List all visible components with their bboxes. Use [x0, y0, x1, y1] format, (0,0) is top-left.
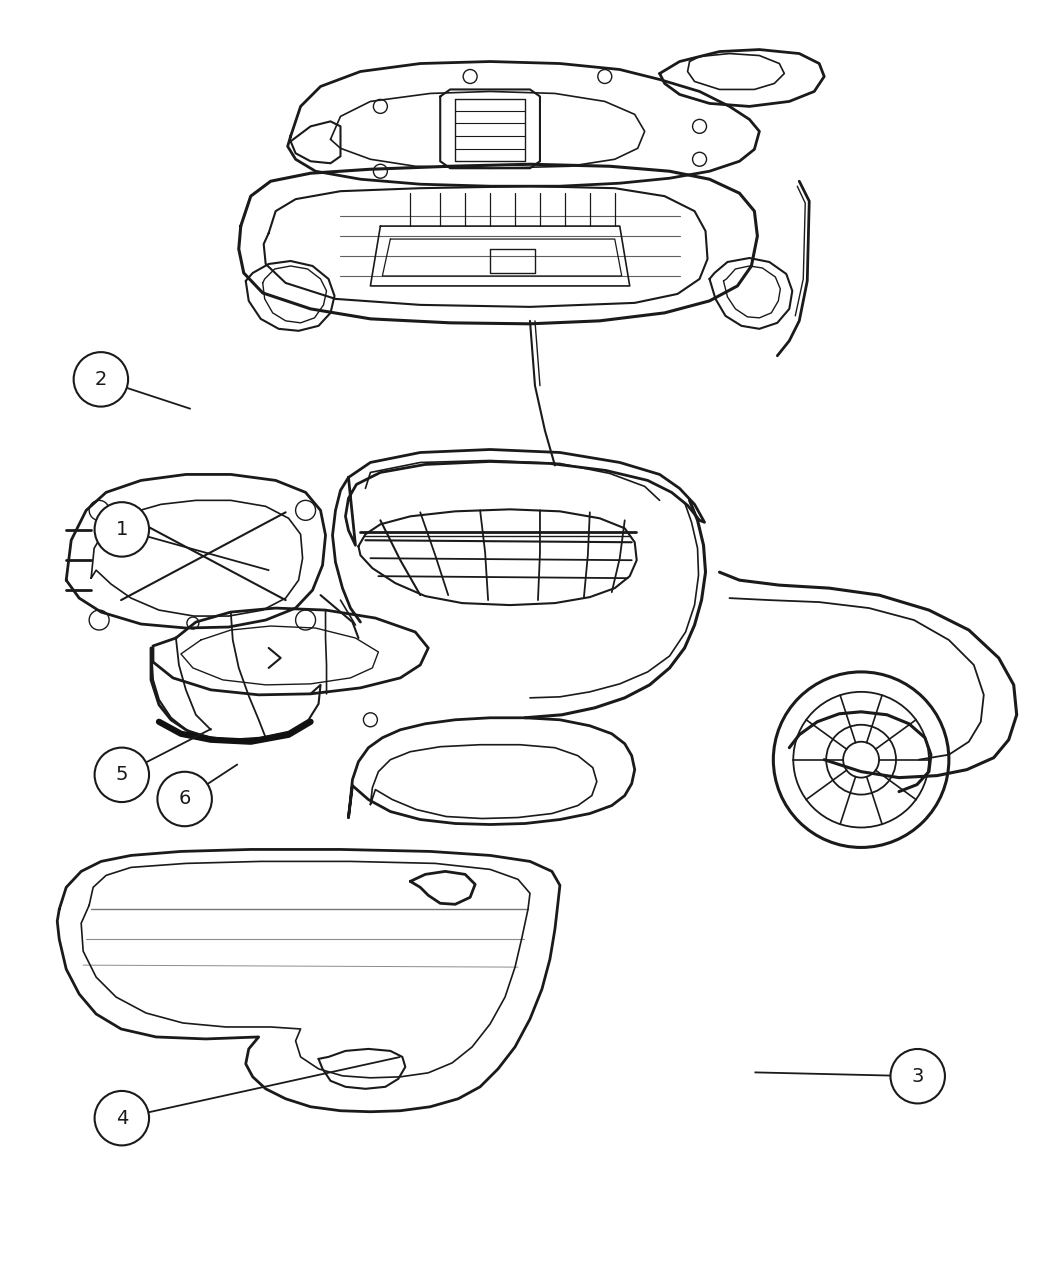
Circle shape	[74, 352, 128, 407]
Circle shape	[890, 1049, 945, 1103]
Circle shape	[94, 1091, 149, 1145]
Circle shape	[94, 747, 149, 802]
Circle shape	[94, 502, 149, 557]
Text: 1: 1	[116, 520, 128, 539]
Text: 4: 4	[116, 1109, 128, 1127]
Text: 6: 6	[178, 789, 191, 808]
Text: 5: 5	[116, 765, 128, 784]
Text: 3: 3	[911, 1067, 924, 1086]
Circle shape	[158, 771, 212, 826]
Text: 2: 2	[94, 370, 107, 389]
